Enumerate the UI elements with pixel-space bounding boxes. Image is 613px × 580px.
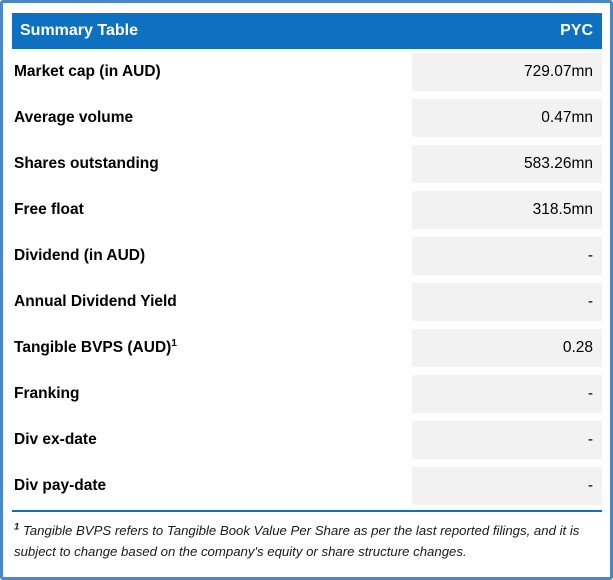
row-value: 729.07mn xyxy=(412,53,602,91)
table-row: Free float 318.5mn xyxy=(12,187,602,233)
row-value: 0.28 xyxy=(412,329,602,367)
table-row: Franking - xyxy=(12,371,602,417)
row-label: Franking xyxy=(14,385,80,402)
row-value: - xyxy=(412,237,602,275)
row-label: Div pay-date xyxy=(14,477,107,494)
table-row: Tangible BVPS (AUD)1 0.28 xyxy=(12,325,602,371)
row-label: Shares outstanding xyxy=(14,155,159,172)
row-label: Dividend (in AUD) xyxy=(14,247,146,264)
table-row: Market cap (in AUD) 729.07mn xyxy=(12,49,602,95)
footnote-superscript: 1 xyxy=(14,521,20,533)
table-title: Summary Table xyxy=(20,22,138,39)
row-value: - xyxy=(412,467,602,505)
table-row: Average volume 0.47mn xyxy=(12,95,602,141)
table-row: Div pay-date - xyxy=(12,463,602,509)
table-header: Summary Table PYC xyxy=(12,13,602,49)
row-label: Div ex-date xyxy=(14,431,97,448)
footnote-marker: 1 xyxy=(171,337,177,349)
footnote-divider xyxy=(12,510,602,512)
table-body: Market cap (in AUD) 729.07mn Average vol… xyxy=(12,49,602,509)
row-value: - xyxy=(412,283,602,321)
row-value: 318.5mn xyxy=(412,191,602,229)
row-label: Tangible BVPS (AUD)1 xyxy=(14,337,177,356)
footnote-text: Tangible BVPS refers to Tangible Book Va… xyxy=(14,523,580,560)
ticker-label: PYC xyxy=(560,22,593,39)
row-label: Free float xyxy=(14,201,84,218)
footnote: 1 Tangible BVPS refers to Tangible Book … xyxy=(12,512,602,562)
row-value: 0.47mn xyxy=(412,99,602,137)
row-value: - xyxy=(412,421,602,459)
row-value: 583.26mn xyxy=(412,145,602,183)
table-row: Dividend (in AUD) - xyxy=(12,233,602,279)
table-row: Annual Dividend Yield - xyxy=(12,279,602,325)
table-row: Shares outstanding 583.26mn xyxy=(12,141,602,187)
table-row: Div ex-date - xyxy=(12,417,602,463)
row-label: Annual Dividend Yield xyxy=(14,293,177,310)
row-label: Average volume xyxy=(14,109,134,126)
row-value: - xyxy=(412,375,602,413)
row-label: Market cap (in AUD) xyxy=(14,63,161,80)
